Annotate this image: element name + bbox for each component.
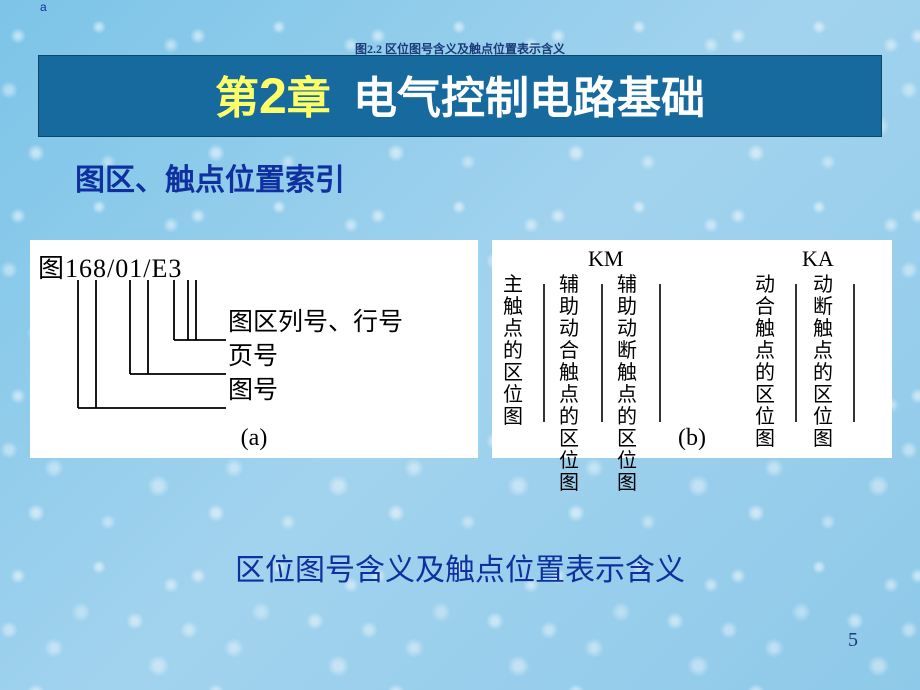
chapter-prefix: 第 [215, 74, 259, 123]
diagram-a-label-2: 页号 [228, 340, 403, 374]
diagram-a-panel: 图168/01/E3 图区列号、行号 页号 图号 (a) [30, 240, 478, 458]
diagram-a-label-3: 图号 [228, 374, 403, 408]
diagram-a-label-1: 图区列号、行号 [228, 306, 403, 340]
diagram-b-col-ka1: 动合触点的区位图 [754, 274, 776, 450]
corner-mark: a [40, 0, 47, 14]
diagram-b-sublabel: (b) [492, 425, 892, 452]
diagram-a-brackets [48, 280, 248, 420]
title-bar: 第2章 电气控制电路基础 [38, 55, 882, 137]
diagram-b-header-ka: KA [802, 246, 834, 272]
diagrams-row: 图168/01/E3 图区列号、行号 页号 图号 (a) KM KA 主触点的区… [30, 240, 892, 480]
diagram-b-columns: 主触点的区位图 辅助动合触点的区位图 辅助动断触点的区位图 动合触点的区位图 动… [492, 274, 892, 424]
chapter-subject: 电气控制电路基础 [353, 74, 705, 123]
diagram-b-header-km: KM [588, 246, 623, 272]
slide: a 图2.2 区位图号含义及触点位置表示含义 第2章 电气控制电路基础 图区、触… [0, 0, 920, 690]
diagram-b-col-km1: 主触点的区位图 [502, 274, 524, 428]
diagram-b-col-ka2: 动断触点的区位图 [812, 274, 834, 450]
diagram-b-panel: KM KA 主触点的区位图 辅助动合触点的区位图 辅助动断触点的区位图 动合触点… [492, 240, 892, 458]
chapter-label: 第2章 [215, 74, 343, 123]
diagram-b-headers: KM KA [492, 246, 892, 272]
section-title: 图区、触点位置索引 [75, 155, 345, 199]
diagram-b-col-km2: 辅助动合触点的区位图 [558, 274, 580, 494]
diagram-b-col-km3: 辅助动断触点的区位图 [616, 274, 638, 494]
figure-caption: 区位图号含义及触点位置表示含义 [0, 545, 920, 589]
chapter-suffix: 章 [287, 74, 331, 123]
diagram-a-sublabel: (a) [30, 425, 478, 452]
chapter-number: 2 [259, 68, 287, 124]
diagram-a-labels: 图区列号、行号 页号 图号 [228, 306, 403, 408]
page-number: 5 [848, 629, 858, 652]
